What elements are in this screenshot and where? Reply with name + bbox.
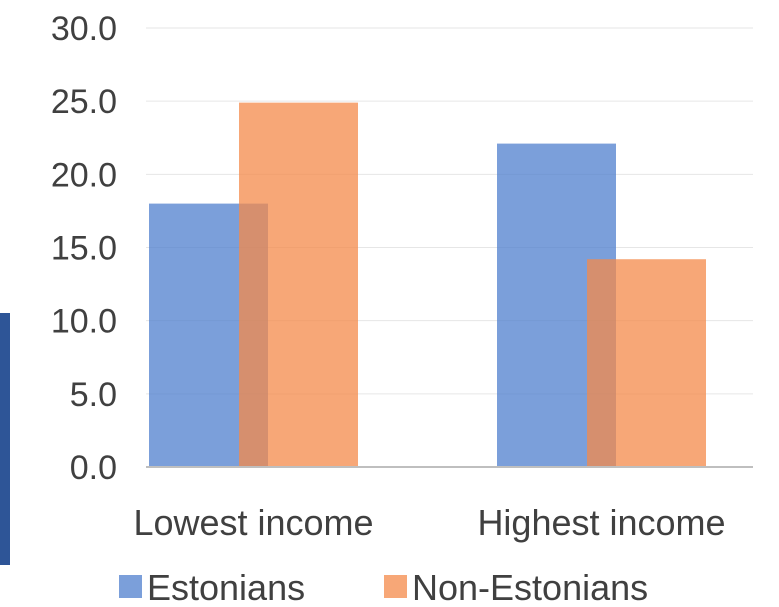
y-tick-label: 10.0 — [51, 303, 117, 341]
legend-swatch — [384, 575, 407, 598]
category-labels: Lowest income Highest income — [133, 502, 725, 543]
legend: Estonians Non-Estonians — [119, 567, 648, 607]
legend-label: Estonians — [147, 567, 305, 607]
category-label: Highest income — [477, 502, 725, 543]
y-tick-label: 0.0 — [70, 449, 117, 487]
y-tick-label: 25.0 — [51, 83, 117, 121]
legend-label: Non-Estonians — [412, 567, 648, 607]
bars — [149, 102, 706, 467]
bar-non-estonians-1 — [239, 102, 358, 467]
y-tick-label: 30.0 — [51, 10, 117, 48]
left-accent-bar — [0, 313, 10, 565]
y-tick-label: 5.0 — [70, 376, 117, 414]
bar-non-estonians-2 — [587, 259, 706, 467]
y-axis-tick-labels: 0.0 5.0 10.0 15.0 20.0 25.0 30.0 — [51, 10, 117, 487]
category-label: Lowest income — [133, 502, 373, 543]
y-tick-label: 15.0 — [51, 230, 117, 268]
legend-swatch — [119, 575, 142, 598]
y-tick-label: 20.0 — [51, 156, 117, 194]
